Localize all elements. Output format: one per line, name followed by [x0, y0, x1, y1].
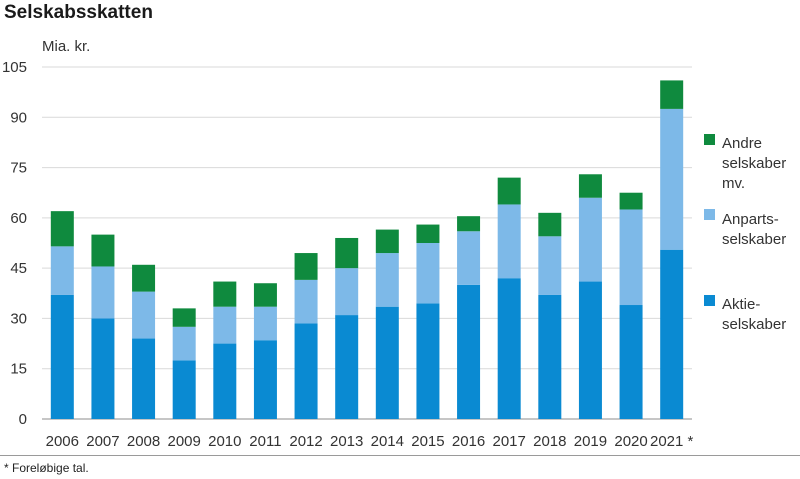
bar-segment-anpartsselskaber	[375, 253, 399, 307]
x-tick-label: 2010	[208, 433, 241, 450]
bar-segment-andre-selskaber	[335, 237, 359, 269]
x-tick-label: 2018	[533, 433, 566, 450]
bar-segment-aktieselskaber	[213, 343, 237, 419]
legend-aktieselskaber-swatch	[704, 295, 715, 306]
bar-segment-andre-selskaber	[375, 229, 399, 254]
bar-segment-andre-selskaber	[660, 80, 684, 109]
bar-segment-andre-selskaber	[416, 224, 440, 243]
bar-segment-aktieselskaber	[91, 318, 115, 419]
bar-segment-anpartsselskaber	[497, 204, 521, 279]
x-tick-label: 2013	[330, 433, 363, 450]
x-tick-label: 2017	[493, 433, 526, 450]
x-tick-label: 2020	[614, 433, 647, 450]
bar-segment-andre-selskaber	[457, 216, 481, 232]
bar-segment-aktieselskaber	[578, 281, 602, 419]
x-tick-label: 2007	[86, 433, 119, 450]
bar-segment-andre-selskaber	[50, 211, 74, 247]
y-tick-label: 105	[2, 59, 27, 76]
bar-segment-aktieselskaber	[132, 338, 156, 419]
bar-segment-andre-selskaber	[253, 283, 277, 307]
bar-segment-anpartsselskaber	[578, 197, 602, 282]
bar-segment-anpartsselskaber	[660, 108, 684, 250]
x-tick-label: 2019	[574, 433, 607, 450]
y-tick-label: 45	[10, 260, 27, 277]
y-tick-label: 90	[10, 109, 27, 126]
bar-segment-andre-selskaber	[172, 308, 196, 327]
bar-segment-anpartsselskaber	[335, 268, 359, 316]
bar-segment-aktieselskaber	[660, 249, 684, 419]
bar-segment-anpartsselskaber	[213, 306, 237, 344]
bar-segment-andre-selskaber	[132, 264, 156, 292]
bar-segment-aktieselskaber	[335, 315, 359, 419]
bar-segment-aktieselskaber	[497, 278, 521, 419]
chart-title: Selskabsskatten	[4, 2, 153, 23]
x-tick-label: 2015	[411, 433, 444, 450]
y-tick-label: 60	[10, 210, 27, 227]
bar-segment-andre-selskaber	[213, 281, 237, 307]
legend-anpartsselskaber-swatch	[704, 209, 715, 220]
x-tick-label: 2021 *	[650, 433, 694, 450]
x-tick-label: 2008	[127, 433, 160, 450]
bar-segment-andre-selskaber	[294, 253, 318, 280]
y-axis-unit-label: Mia. kr.	[42, 38, 91, 55]
bar-segment-aktieselskaber	[619, 305, 643, 419]
bar-segment-anpartsselskaber	[172, 326, 196, 361]
x-tick-label: 2016	[452, 433, 485, 450]
bar-segment-anpartsselskaber	[253, 306, 277, 341]
x-tick-label: 2011	[249, 433, 281, 450]
bar-segment-aktieselskaber	[538, 294, 562, 419]
x-tick-label: 2009	[168, 433, 201, 450]
bar-segment-andre-selskaber	[497, 177, 521, 205]
bar-segment-andre-selskaber	[578, 174, 602, 198]
bar-segment-anpartsselskaber	[538, 236, 562, 295]
bar-segment-anpartsselskaber	[619, 209, 643, 306]
legend-aktieselskaber-label: Aktie-selskaber	[722, 296, 786, 333]
bar-segment-anpartsselskaber	[50, 246, 74, 295]
bar-segment-aktieselskaber	[416, 303, 440, 419]
bar-segment-aktieselskaber	[294, 323, 318, 419]
bar-segment-andre-selskaber	[619, 192, 643, 210]
x-tick-label: 2014	[371, 433, 404, 450]
bar-segment-aktieselskaber	[50, 294, 74, 419]
bar-segment-anpartsselskaber	[457, 231, 481, 285]
legend-andre-selskaber-swatch	[704, 134, 715, 145]
bar-segment-andre-selskaber	[538, 212, 562, 237]
bar-segment-aktieselskaber	[253, 340, 277, 419]
bar-segment-aktieselskaber	[457, 284, 481, 419]
y-tick-label: 15	[10, 361, 27, 378]
bar-segment-andre-selskaber	[91, 234, 115, 267]
bar-segment-anpartsselskaber	[416, 243, 440, 304]
bar-segment-aktieselskaber	[375, 306, 399, 419]
y-tick-label: 75	[10, 160, 27, 177]
bar-segment-anpartsselskaber	[91, 266, 115, 319]
legend-andre-selskaber-label: Andre selskaber mv.	[722, 135, 786, 192]
bar-segment-anpartsselskaber	[132, 291, 156, 339]
footnote-divider	[0, 455, 800, 456]
bar-segment-anpartsselskaber	[294, 279, 318, 324]
y-tick-label: 0	[19, 411, 27, 428]
stacked-bar-chart: 0 15 30 45 60 75 90 105 2006 2007 2008 2009 2010 2011…	[2, 59, 786, 450]
x-tick-label: 2012	[289, 433, 322, 450]
y-tick-label: 30	[10, 310, 27, 327]
x-tick-label: 2006	[46, 433, 79, 450]
legend-anpartsselskaber-label: Anparts-selskaber	[722, 211, 786, 248]
footnote: * Foreløbige tal.	[4, 461, 89, 475]
bar-segment-aktieselskaber	[172, 360, 196, 419]
